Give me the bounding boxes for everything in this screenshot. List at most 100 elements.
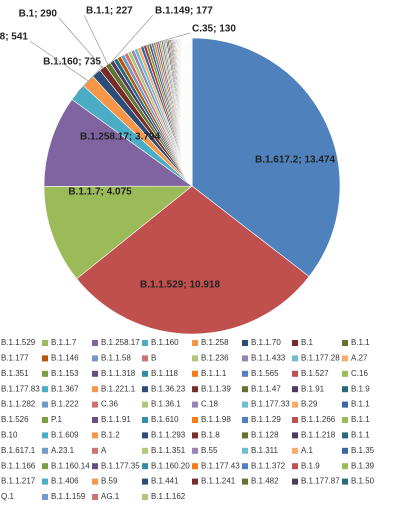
legend-label: B.10 (1, 431, 18, 440)
legend-swatch (192, 447, 198, 454)
legend-label: B.59 (101, 477, 118, 486)
legend-swatch (42, 401, 48, 408)
legend-label: B.1.1.159 (51, 492, 86, 501)
legend-swatch (342, 401, 348, 408)
legend-swatch (42, 478, 48, 485)
legend-label: B.1.160.14 (51, 461, 90, 470)
legend-swatch (142, 417, 148, 423)
legend-label: B.1.35 (351, 446, 375, 455)
legend-label: B.1.177.83 (1, 384, 40, 393)
pie-slice (191, 37, 341, 277)
legend-label: C.36 (101, 400, 118, 409)
legend-swatch (292, 355, 298, 362)
legend-swatch (342, 386, 348, 393)
legend-swatch (92, 401, 98, 408)
legend-swatch (242, 370, 248, 377)
legend-swatch (92, 478, 98, 485)
legend-swatch (242, 432, 248, 439)
legend-label: B (151, 354, 156, 363)
legend-swatch (242, 447, 248, 454)
leader-line (141, 32, 191, 48)
legend-label: B.1.1.318 (101, 369, 136, 378)
legend-label: P.1 (51, 415, 63, 424)
legend-swatch (292, 478, 298, 485)
data-label: B.1.160; 735 (43, 57, 101, 68)
legend-label: B.1.50 (351, 477, 375, 486)
legend-label: B.1.1.351 (151, 446, 186, 455)
legend-label: B.1.1.162 (151, 492, 186, 501)
legend-swatch (342, 478, 348, 485)
legend-label: B.1.1 (351, 338, 370, 347)
pie-slice (43, 99, 193, 187)
legend-label: A.27 (351, 354, 368, 363)
legend-label: B.1.9 (351, 384, 370, 393)
legend-swatch (92, 417, 98, 423)
legend-swatch (292, 401, 298, 408)
legend-label: B.1.177.28 (301, 354, 340, 363)
legend-swatch (142, 386, 148, 393)
legend-swatch (42, 432, 48, 439)
legend-label: B.1.367 (51, 384, 79, 393)
legend-label: B.1.565 (251, 369, 279, 378)
legend-swatch (92, 432, 98, 439)
legend-label: B.1.128 (251, 431, 279, 440)
legend-label: B.1.1.166 (1, 461, 36, 470)
legend-label: B.1.1.47 (251, 384, 281, 393)
legend-label: B.1.9 (301, 461, 320, 470)
legend-swatch (142, 447, 148, 454)
legend-label: B.1.8 (201, 431, 220, 440)
legend-swatch (142, 432, 148, 439)
legend-swatch (92, 494, 98, 500)
leader-line (29, 40, 89, 82)
data-label: B.1.1.529; 10.918 (140, 280, 220, 291)
legend-label: Q.1 (1, 492, 14, 501)
legend-swatch (142, 401, 148, 408)
leader-line (111, 14, 154, 62)
legend-swatch (342, 432, 348, 439)
legend-label: B.1.441 (151, 477, 179, 486)
legend-label: A.23.1 (51, 446, 75, 455)
legend-label: B.1.177.33 (251, 400, 290, 409)
legend-label: B.1.1.372 (251, 461, 286, 470)
legend-swatch (42, 417, 48, 423)
leader-line (83, 14, 109, 65)
legend-swatch (142, 463, 148, 470)
legend-swatch (192, 463, 198, 470)
pie-slice (43, 185, 193, 280)
legend-swatch (242, 386, 248, 393)
legend-label: B.1.1.293 (151, 431, 186, 440)
legend-swatch (92, 355, 98, 362)
legend-swatch (292, 370, 298, 377)
data-label: B.1.1.7; 4.075 (68, 187, 132, 198)
data-label: C.35; 130 (192, 24, 236, 35)
legend-label: B.1.1.29 (251, 415, 281, 424)
legend-label: B.1.36.1 (151, 400, 181, 409)
legend-swatch (142, 478, 148, 485)
legend-label: B.1.351 (1, 369, 29, 378)
legend-swatch (242, 401, 248, 408)
legend-label: AG.1 (101, 492, 120, 501)
legend-swatch (342, 370, 348, 377)
legend-swatch (292, 340, 298, 346)
legend-label: B.1.153 (51, 369, 79, 378)
legend-swatch (42, 355, 48, 362)
legend-label: B.1.1.218 (301, 431, 336, 440)
data-label: B.1.258.17; 3.794 (80, 132, 160, 143)
legend-label: B.1.1.217 (1, 477, 36, 486)
legend-label: B.1.526 (1, 415, 29, 424)
legend-label: B.1.527 (301, 369, 329, 378)
legend-label: B.1 (301, 338, 314, 347)
legend-label: B.1.609 (51, 431, 79, 440)
legend-label: B.55 (201, 446, 218, 455)
legend-label: B.1.160 (151, 338, 179, 347)
legend-label: B.1.311 (251, 446, 279, 455)
legend-label: B.1.177.43 (201, 461, 240, 470)
legend-swatch (242, 478, 248, 485)
legend-swatch (342, 463, 348, 470)
legend-label: A (101, 446, 107, 455)
legend-label: B.1.1.282 (1, 400, 36, 409)
legend-swatch (92, 340, 98, 346)
legend-label: B.1.39 (351, 461, 375, 470)
legend-swatch (142, 370, 148, 377)
